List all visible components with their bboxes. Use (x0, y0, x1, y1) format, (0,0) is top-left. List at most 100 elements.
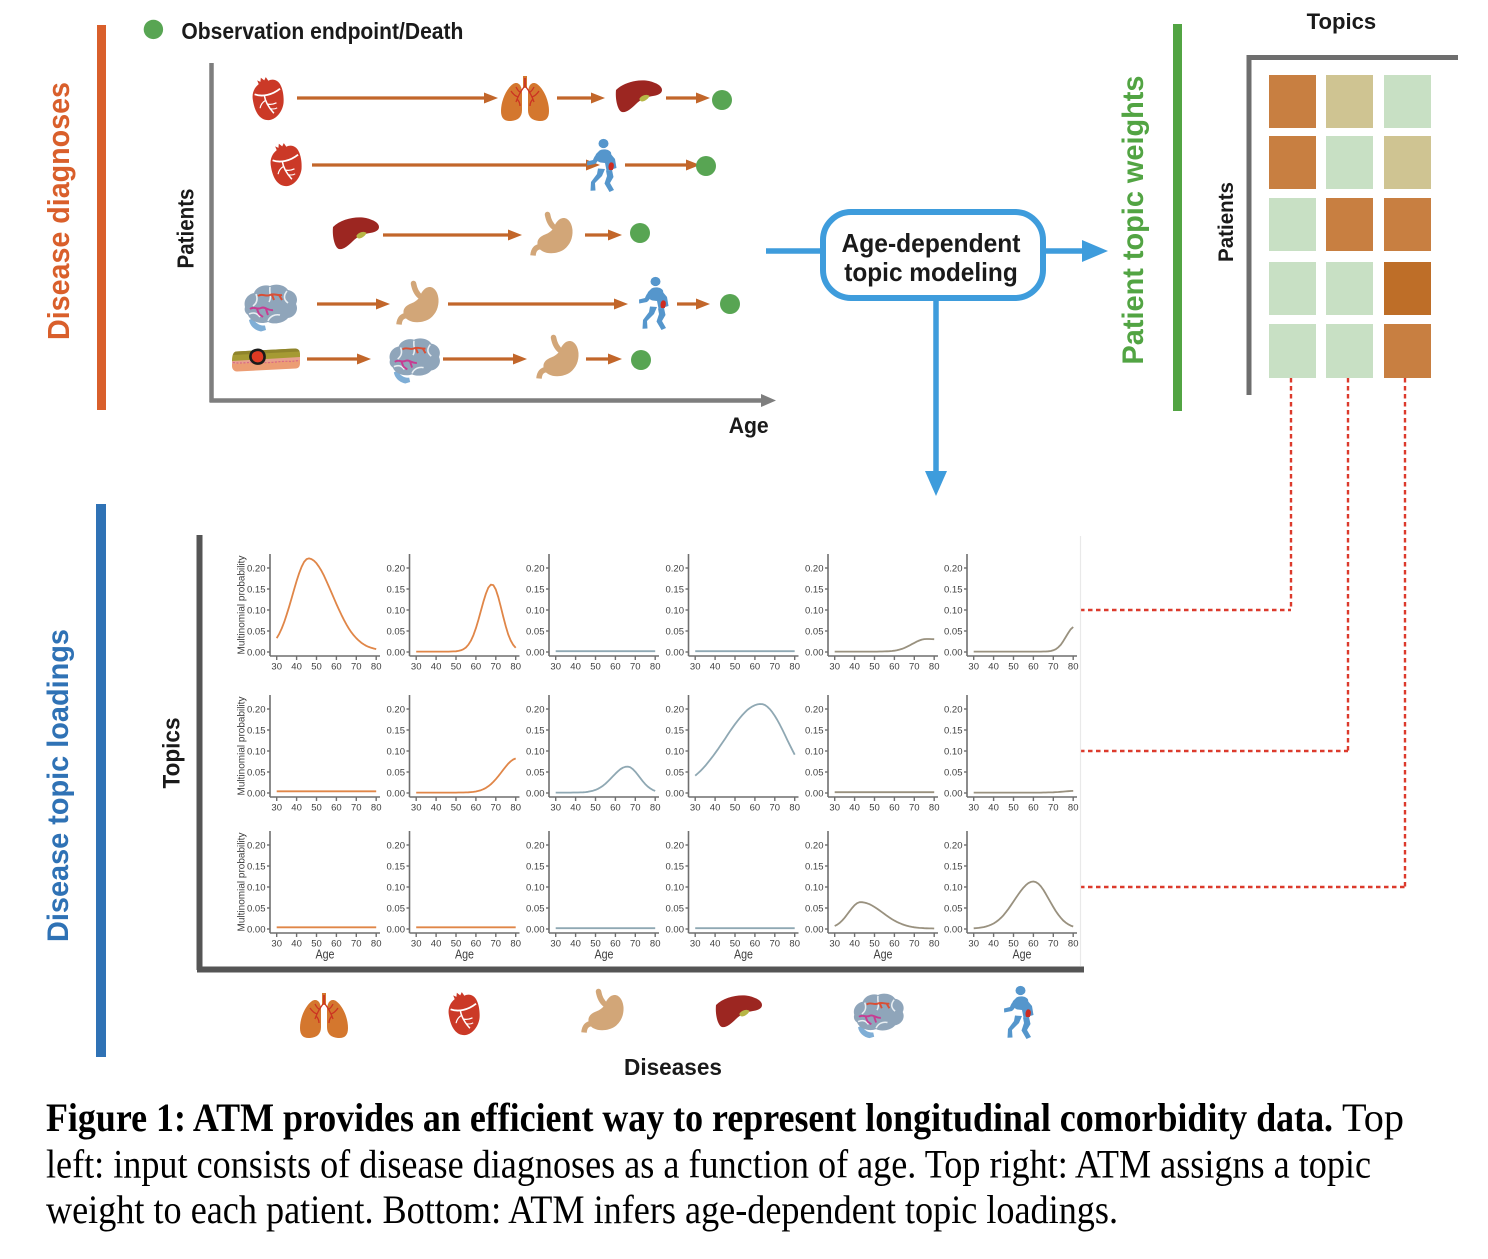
svg-text:0.05: 0.05 (247, 904, 266, 915)
svg-text:0.00: 0.00 (387, 789, 406, 800)
svg-text:60: 60 (610, 939, 621, 950)
svg-text:0.10: 0.10 (387, 747, 406, 758)
svg-text:80: 80 (371, 803, 382, 814)
svg-text:80: 80 (510, 803, 521, 814)
svg-text:0.05: 0.05 (387, 904, 406, 915)
svg-text:0.20: 0.20 (526, 705, 545, 716)
svg-text:50: 50 (1008, 939, 1019, 950)
svg-text:40: 40 (291, 803, 302, 814)
svg-text:70: 70 (491, 939, 502, 950)
svg-text:0.20: 0.20 (526, 564, 545, 575)
svg-text:50: 50 (451, 662, 462, 673)
svg-text:0.15: 0.15 (387, 862, 406, 873)
svg-text:0.10: 0.10 (247, 606, 266, 617)
svg-text:0.00: 0.00 (666, 648, 685, 659)
svg-text:40: 40 (291, 939, 302, 950)
svg-text:0.05: 0.05 (805, 627, 824, 638)
svg-text:0.15: 0.15 (944, 862, 963, 873)
svg-text:0.00: 0.00 (666, 925, 685, 936)
svg-text:0.05: 0.05 (666, 627, 685, 638)
svg-text:40: 40 (710, 662, 721, 673)
svg-text:Patients: Patients (1214, 182, 1238, 262)
svg-text:0.05: 0.05 (247, 768, 266, 779)
svg-text:Diseases: Diseases (624, 1054, 722, 1080)
svg-text:Figure 1: ATM provides an effi: Figure 1: ATM provides an efficient way … (46, 1095, 1333, 1140)
svg-text:70: 70 (351, 939, 362, 950)
svg-text:0.10: 0.10 (944, 883, 963, 894)
svg-text:0.15: 0.15 (387, 726, 406, 737)
svg-text:50: 50 (730, 662, 741, 673)
svg-text:0.20: 0.20 (387, 564, 406, 575)
svg-text:30: 30 (690, 939, 701, 950)
svg-text:30: 30 (271, 939, 282, 950)
svg-text:0.10: 0.10 (387, 606, 406, 617)
svg-text:60: 60 (1028, 939, 1039, 950)
svg-text:0.05: 0.05 (944, 627, 963, 638)
svg-text:30: 30 (271, 662, 282, 673)
svg-text:80: 80 (650, 803, 661, 814)
svg-text:70: 70 (1048, 662, 1059, 673)
svg-text:40: 40 (291, 662, 302, 673)
svg-text:60: 60 (889, 803, 900, 814)
svg-text:80: 80 (371, 939, 382, 950)
svg-text:0.05: 0.05 (666, 768, 685, 779)
svg-text:Topics: Topics (159, 718, 186, 789)
svg-text:60: 60 (471, 662, 482, 673)
svg-text:0.20: 0.20 (944, 841, 963, 852)
svg-text:30: 30 (550, 662, 561, 673)
svg-text:30: 30 (829, 939, 840, 950)
svg-text:0.20: 0.20 (666, 564, 685, 575)
svg-text:40: 40 (570, 803, 581, 814)
svg-text:0.15: 0.15 (247, 585, 266, 596)
svg-text:80: 80 (371, 662, 382, 673)
svg-text:Age: Age (1013, 947, 1032, 962)
svg-text:Age: Age (316, 947, 335, 962)
svg-text:70: 70 (630, 662, 641, 673)
svg-text:0.05: 0.05 (805, 904, 824, 915)
svg-text:0.00: 0.00 (526, 648, 545, 659)
svg-text:80: 80 (789, 803, 800, 814)
svg-text:0.15: 0.15 (526, 726, 545, 737)
svg-text:0.20: 0.20 (387, 841, 406, 852)
svg-text:0.15: 0.15 (387, 585, 406, 596)
svg-text:0.20: 0.20 (666, 705, 685, 716)
svg-text:60: 60 (1028, 662, 1039, 673)
svg-text:0.10: 0.10 (526, 747, 545, 758)
svg-text:40: 40 (988, 939, 999, 950)
svg-text:80: 80 (929, 662, 940, 673)
svg-text:80: 80 (510, 939, 521, 950)
svg-text:50: 50 (311, 662, 322, 673)
svg-text:0.05: 0.05 (944, 768, 963, 779)
svg-text:40: 40 (431, 803, 442, 814)
svg-text:0.00: 0.00 (526, 789, 545, 800)
svg-text:70: 70 (770, 662, 781, 673)
svg-text:0.15: 0.15 (666, 862, 685, 873)
svg-text:0.15: 0.15 (666, 726, 685, 737)
svg-text:0.05: 0.05 (526, 904, 545, 915)
svg-text:60: 60 (471, 939, 482, 950)
svg-text:Age: Age (595, 947, 614, 962)
svg-text:0.15: 0.15 (247, 726, 266, 737)
svg-text:50: 50 (730, 803, 741, 814)
svg-text:Multinomial probability: Multinomial probability (237, 556, 248, 655)
svg-text:50: 50 (311, 939, 322, 950)
svg-text:70: 70 (770, 803, 781, 814)
svg-text:60: 60 (889, 662, 900, 673)
svg-text:0.05: 0.05 (666, 904, 685, 915)
svg-text:30: 30 (968, 662, 979, 673)
svg-text:0.05: 0.05 (526, 627, 545, 638)
svg-text:0.10: 0.10 (944, 747, 963, 758)
svg-text:70: 70 (909, 803, 920, 814)
svg-text:Top: Top (1342, 1095, 1404, 1140)
svg-text:0.00: 0.00 (944, 925, 963, 936)
svg-text:weight to each patient. Bottom: weight to each patient. Bottom: ATM infe… (46, 1187, 1118, 1232)
svg-text:Patients: Patients (173, 189, 199, 269)
svg-text:40: 40 (431, 939, 442, 950)
svg-text:40: 40 (849, 939, 860, 950)
svg-text:70: 70 (770, 939, 781, 950)
svg-text:0.20: 0.20 (526, 841, 545, 852)
svg-text:40: 40 (849, 803, 860, 814)
svg-text:topic modeling: topic modeling (844, 257, 1018, 287)
svg-text:40: 40 (710, 939, 721, 950)
svg-text:80: 80 (929, 803, 940, 814)
